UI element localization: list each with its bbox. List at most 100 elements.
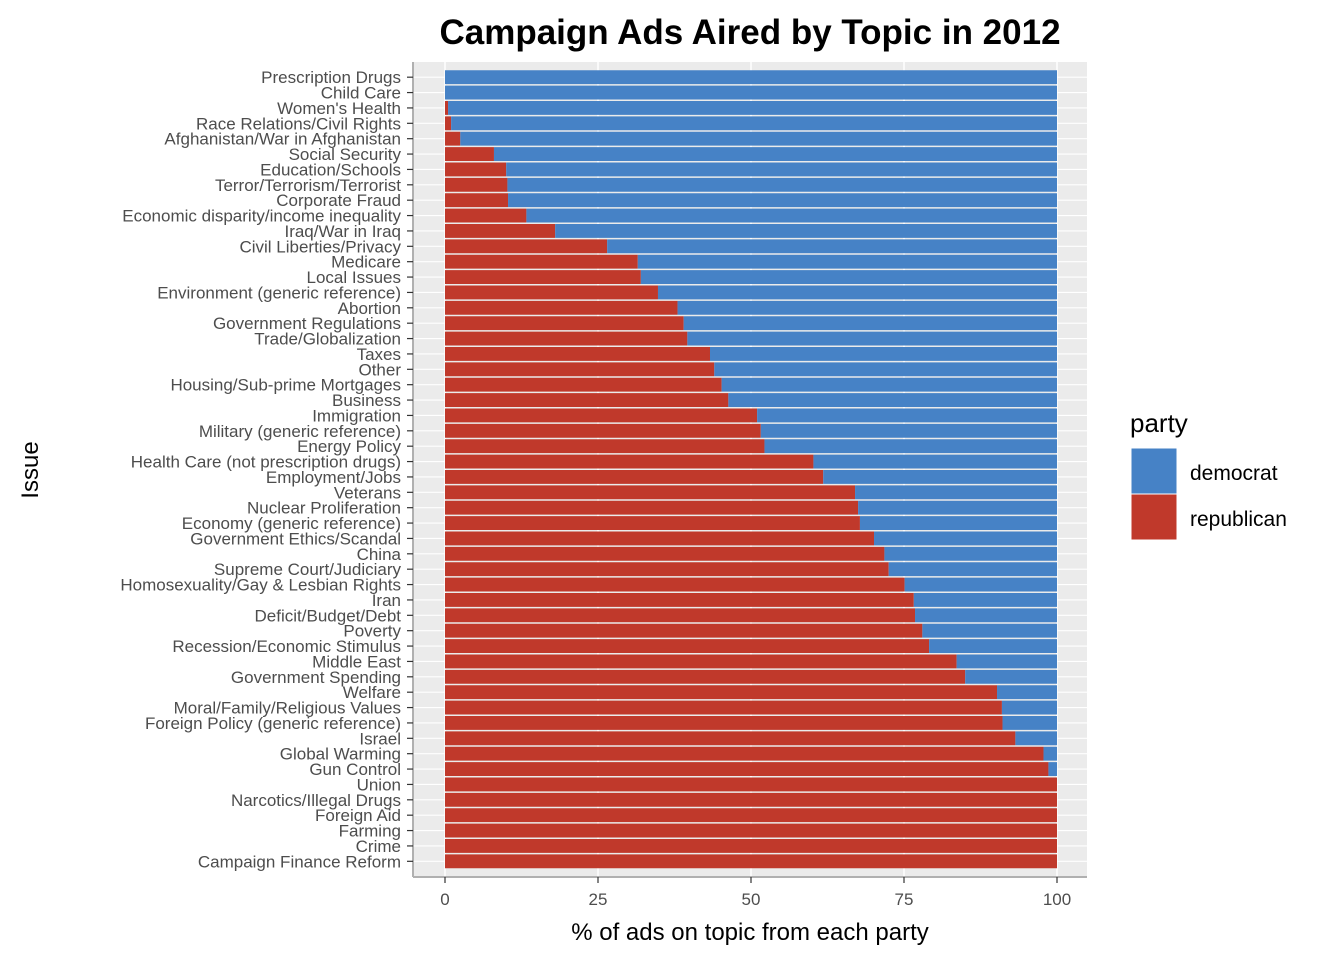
bar-democrat [764, 439, 1057, 454]
chart-title: Campaign Ads Aired by Topic in 2012 [439, 13, 1060, 52]
bar-democrat [760, 423, 1057, 438]
bar-republican [445, 177, 508, 192]
bar-republican [445, 285, 658, 300]
y-tick-label: Foreign Aid [315, 806, 401, 825]
y-tick-label: Poverty [343, 622, 401, 641]
bar-republican [445, 516, 860, 530]
bar-republican [445, 669, 966, 684]
legend: party democrat republican [1130, 408, 1287, 541]
bar-democrat [445, 70, 1057, 85]
bar-republican [445, 577, 905, 592]
bar-democrat [460, 131, 1057, 146]
bar-democrat [1015, 731, 1057, 746]
bar-democrat [874, 531, 1057, 546]
bar-republican [445, 331, 688, 346]
y-tick-label: Environment (generic reference) [157, 283, 401, 302]
y-tick-label: Narcotics/Illegal Drugs [231, 791, 401, 810]
bar-republican [445, 762, 1049, 776]
bar-democrat [855, 485, 1057, 500]
bar-democrat [997, 685, 1057, 700]
legend-title: party [1130, 408, 1188, 438]
bar-republican [445, 654, 957, 669]
bar-democrat [888, 562, 1057, 577]
bar-democrat [757, 408, 1057, 423]
y-tick-label: Local Issues [307, 268, 402, 287]
bar-republican [445, 162, 507, 177]
bar-republican [445, 500, 859, 515]
bar-democrat [508, 193, 1057, 208]
x-tick-labels: 0 25 50 75 100 [440, 877, 1071, 909]
bar-republican [445, 362, 715, 377]
y-tick-label: Economy (generic reference) [182, 514, 401, 533]
y-tick-label: Women's Health [277, 99, 401, 118]
y-tick-label: Health Care (not prescription drugs) [131, 453, 401, 472]
legend-swatch-democrat [1130, 447, 1178, 495]
bar-republican [445, 731, 1016, 746]
y-tick-label: Foreign Policy (generic reference) [145, 714, 401, 733]
bar-republican [445, 316, 684, 331]
bar-democrat [721, 377, 1057, 392]
y-tick-label: Moral/Family/Religious Values [174, 699, 401, 718]
bar-republican [445, 101, 449, 115]
legend-label-democrat: democrat [1190, 462, 1278, 485]
bar-democrat [859, 516, 1057, 530]
y-axis-title: Issue [17, 441, 44, 498]
bar-republican [445, 546, 885, 561]
y-tick-label: Campaign Finance Reform [198, 852, 401, 871]
y-tick-label: Supreme Court/Judiciary [214, 560, 402, 579]
bar-democrat [1048, 762, 1057, 776]
bar-republican [445, 792, 1057, 807]
bar-republican [445, 193, 509, 208]
bar-democrat [448, 101, 1057, 115]
bar-democrat [493, 147, 1058, 161]
y-tick-label: Trade/Globalization [254, 330, 401, 349]
y-tick-label: Immigration [312, 406, 401, 425]
bar-republican [445, 777, 1057, 792]
legend-swatch-republican [1130, 493, 1178, 541]
y-tick-label: Deficit/Budget/Debt [255, 606, 402, 625]
y-tick-label: Medicare [331, 253, 401, 272]
bar-democrat [714, 362, 1057, 377]
x-tick-label: 75 [895, 890, 914, 909]
y-tick-label: Economic disparity/income inequality [122, 207, 401, 226]
bar-republican [445, 116, 452, 131]
y-tick-label: Other [358, 360, 401, 379]
y-tick-label: Farming [339, 822, 401, 841]
y-tick-label: Child Care [321, 84, 401, 103]
bar-democrat [904, 577, 1057, 592]
bar-republican [445, 470, 824, 484]
x-tick-label: 50 [742, 890, 761, 909]
x-tick-label: 25 [589, 890, 608, 909]
bar-republican [445, 208, 527, 223]
y-tick-label: Veterans [334, 483, 401, 502]
y-tick-label: Corporate Fraud [276, 191, 401, 210]
y-tick-label: Nuclear Proliferation [247, 499, 401, 518]
y-tick-label: Afghanistan/War in Afghanistan [164, 130, 401, 149]
y-tick-label: Housing/Sub-prime Mortgages [170, 376, 401, 395]
bar-republican [445, 454, 814, 469]
y-tick-label: Union [357, 775, 401, 794]
bar-republican [445, 347, 710, 361]
bar-democrat [1043, 746, 1057, 761]
bar-democrat [637, 254, 1057, 269]
bar-republican [445, 623, 923, 638]
bar-democrat [607, 239, 1057, 254]
y-tick-label: Taxes [357, 345, 401, 364]
bar-democrat [687, 331, 1057, 346]
x-axis-title: % of ads on topic from each party [571, 919, 929, 946]
y-tick-label: Military (generic reference) [199, 422, 401, 441]
bar-democrat [526, 208, 1057, 223]
bar-republican [445, 377, 722, 392]
bar-democrat [709, 347, 1057, 361]
y-tick-label: Welfare [343, 683, 401, 702]
bar-republican [445, 439, 765, 454]
bar-democrat [507, 177, 1057, 192]
bar-democrat [677, 300, 1057, 315]
legend-label-republican: republican [1190, 508, 1287, 531]
bar-republican [445, 823, 1057, 838]
bar-democrat [728, 393, 1057, 407]
bar-democrat [506, 162, 1057, 177]
y-tick-label: Abortion [338, 299, 401, 318]
bar-republican [445, 531, 875, 546]
bar-republican [445, 562, 889, 577]
